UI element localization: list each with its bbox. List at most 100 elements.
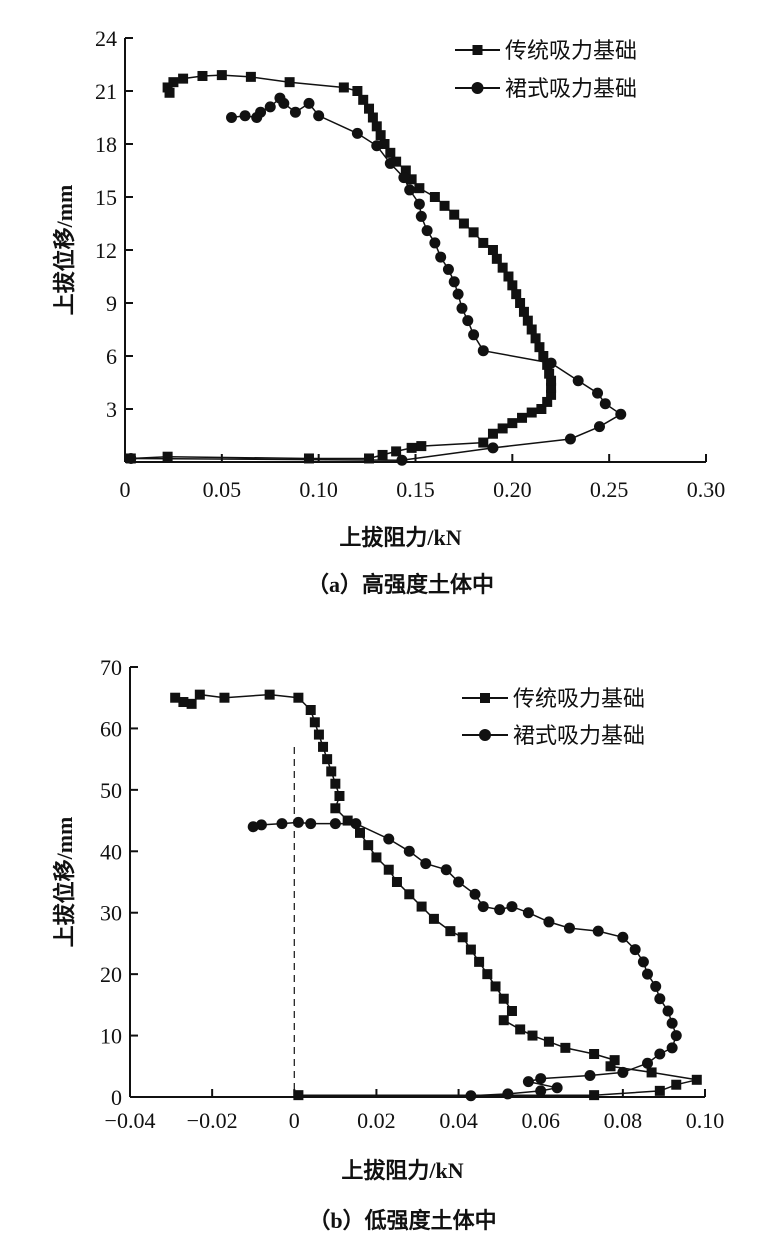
- x-tick-label: 0.10: [686, 1108, 725, 1133]
- y-tick-label: 0: [111, 1085, 122, 1110]
- data-point-square: [322, 754, 333, 765]
- series-line: [174, 693, 697, 1096]
- data-point-square: [491, 253, 502, 264]
- legend-square-marker: [472, 45, 483, 55]
- legend-square-marker: [480, 693, 490, 703]
- data-point-circle: [453, 876, 465, 888]
- data-point-square: [377, 449, 388, 460]
- data-point-circle: [264, 101, 276, 113]
- y-tick-label: 9: [106, 291, 117, 316]
- data-point-circle: [276, 818, 288, 830]
- data-point-square: [197, 70, 208, 81]
- data-point-square: [468, 227, 479, 238]
- data-point-square: [367, 112, 378, 123]
- data-point-square: [506, 1006, 517, 1016]
- data-point-circle: [239, 110, 251, 122]
- data-point-square: [691, 1074, 702, 1085]
- data-point-square: [219, 692, 230, 703]
- data-point-circle: [404, 184, 416, 196]
- legend-label: 裙式吸力基础: [513, 723, 645, 748]
- data-point-square: [216, 70, 227, 81]
- data-point-circle: [247, 821, 259, 833]
- data-point-square: [671, 1079, 682, 1090]
- data-point-circle: [642, 968, 653, 980]
- x-tick-label: 0.30: [687, 477, 726, 502]
- data-point-square: [342, 815, 353, 826]
- data-point-circle: [563, 922, 575, 934]
- data-point-circle: [329, 818, 341, 830]
- data-point-square: [303, 453, 314, 464]
- data-point-circle: [564, 433, 576, 445]
- data-point-square: [498, 993, 509, 1004]
- data-point-square: [487, 245, 498, 255]
- data-point-square: [355, 827, 365, 838]
- data-point-circle: [522, 907, 534, 919]
- x-tick-label: −0.04: [105, 1108, 156, 1133]
- data-point-square: [538, 351, 549, 361]
- data-point-circle: [584, 1070, 596, 1081]
- legend-circle-marker: [471, 82, 484, 94]
- chart-caption: （b）低强度土体中: [308, 1208, 496, 1233]
- data-point-square: [457, 932, 468, 943]
- data-point-circle: [289, 106, 301, 118]
- y-tick-label: 15: [95, 185, 117, 210]
- data-point-square: [609, 1055, 620, 1066]
- data-point-square: [194, 689, 205, 700]
- data-point-circle: [494, 904, 506, 916]
- y-tick-label: 60: [100, 716, 122, 741]
- data-point-square: [383, 864, 394, 875]
- data-point-square: [474, 956, 485, 967]
- y-tick-label: 18: [95, 132, 117, 157]
- data-point-square: [589, 1090, 600, 1101]
- data-point-circle: [255, 819, 267, 831]
- data-point-circle: [666, 1017, 678, 1029]
- data-point-circle: [415, 210, 427, 222]
- data-point-circle: [403, 845, 415, 857]
- data-point-square: [293, 692, 304, 703]
- data-point-square: [406, 442, 417, 453]
- data-point-square: [364, 103, 375, 114]
- data-point-circle: [572, 375, 584, 387]
- data-point-square: [482, 969, 493, 980]
- data-point-square: [544, 368, 555, 379]
- data-point-circle: [292, 816, 304, 828]
- series-traditional: [125, 70, 557, 464]
- data-point-circle: [351, 127, 363, 139]
- data-point-square: [546, 389, 557, 400]
- data-point-square: [170, 692, 181, 703]
- series-line: [253, 821, 678, 1097]
- y-axis-label: 上拔位移/mm: [52, 185, 77, 316]
- x-tick-label: 0.20: [493, 477, 532, 502]
- data-point-circle: [551, 1082, 563, 1094]
- data-point-square: [507, 418, 518, 429]
- data-point-square: [605, 1061, 616, 1072]
- data-point-square: [162, 82, 173, 93]
- data-point-square: [164, 87, 175, 98]
- data-point-square: [546, 375, 557, 386]
- data-point-circle: [617, 1066, 629, 1078]
- data-point-square: [358, 94, 369, 105]
- series-skirted: [125, 92, 627, 466]
- data-point-circle: [502, 1088, 514, 1100]
- x-tick-label: 0.04: [439, 1108, 478, 1133]
- data-point-square: [503, 271, 514, 282]
- chart-caption: （a）高强度土体中: [307, 572, 494, 597]
- data-point-circle: [383, 833, 395, 845]
- x-tick-label: −0.02: [187, 1108, 238, 1133]
- data-point-square: [497, 423, 508, 434]
- data-point-square: [465, 944, 476, 955]
- legend-circle-marker: [479, 729, 491, 741]
- data-point-circle: [543, 916, 555, 928]
- data-point-circle: [615, 408, 627, 420]
- data-point-circle: [125, 452, 137, 464]
- data-point-square: [543, 1036, 554, 1047]
- x-axis-label: 上拔阻力/kN: [339, 525, 461, 550]
- data-point-square: [497, 262, 508, 273]
- legend-label: 裙式吸力基础: [505, 76, 637, 101]
- data-point-square: [428, 913, 439, 924]
- data-point-square: [507, 280, 518, 291]
- data-point-square: [527, 1030, 538, 1041]
- data-point-square: [400, 165, 411, 176]
- data-point-square: [546, 382, 557, 393]
- y-tick-label: 21: [95, 79, 117, 104]
